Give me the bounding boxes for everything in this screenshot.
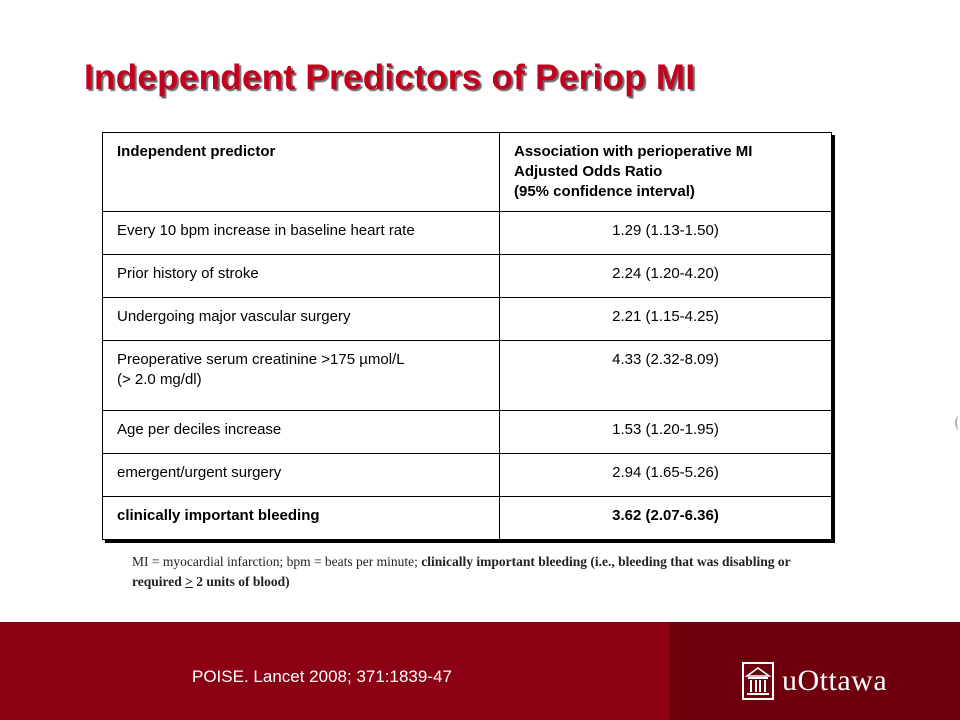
table-row: Age per deciles increase 1.53 (1.20-1.95… <box>102 410 832 454</box>
building-icon <box>742 662 774 700</box>
odds-ratio-cell: 4.33 (2.32-8.09) <box>499 340 832 411</box>
footer-bar: POISE. Lancet 2008; 371:1839-47 uOttawa <box>0 622 960 720</box>
footnote-bold-start: clinically important bleeding (i.e., ble… <box>132 554 791 589</box>
predictor-cell: clinically important bleeding <box>102 496 500 540</box>
header-predictor: Independent predictor <box>102 132 500 212</box>
predictor-cell: emergent/urgent surgery <box>102 453 500 497</box>
logo-panel: uOttawa <box>670 622 960 720</box>
citation: POISE. Lancet 2008; 371:1839-47 <box>192 667 452 686</box>
header-association-line2: Adjusted Odds Ratio <box>514 163 663 180</box>
predictors-table: Independent predictor Association with p… <box>102 132 832 540</box>
university-logo: uOttawa <box>742 660 887 702</box>
predictor-cell: Undergoing major vascular surgery <box>102 297 500 341</box>
footnote-underlined: > <box>185 574 193 589</box>
odds-ratio-cell: 1.29 (1.13-1.50) <box>499 211 832 255</box>
predictor-cell: Every 10 bpm increase in baseline heart … <box>102 211 500 255</box>
odds-ratio-cell: 3.62 (2.07-6.36) <box>499 496 832 540</box>
predictor-cell: Preoperative serum creatinine >175 µmol/… <box>102 340 500 411</box>
table-row: emergent/urgent surgery 2.94 (1.65-5.26) <box>102 453 832 497</box>
odds-ratio-cell: 2.94 (1.65-5.26) <box>499 453 832 497</box>
table-row: Every 10 bpm increase in baseline heart … <box>102 211 832 255</box>
header-association: Association with perioperative MI Adjust… <box>499 132 832 212</box>
header-association-line1: Association with perioperative MI <box>514 143 753 160</box>
predictor-cell: Prior history of stroke <box>102 254 500 298</box>
odds-ratio-cell: 2.24 (1.20-4.20) <box>499 254 832 298</box>
odds-ratio-cell: 2.21 (1.15-4.25) <box>499 297 832 341</box>
footnote-bold-end: 2 units of blood) <box>192 574 290 589</box>
header-association-line3: (95% confidence interval) <box>514 183 695 200</box>
table-row: clinically important bleeding 3.62 (2.07… <box>102 496 832 540</box>
table-row: Undergoing major vascular surgery 2.21 (… <box>102 297 832 341</box>
edge-artifact <box>955 416 960 430</box>
slide-title: Independent Predictors of Periop MI <box>84 58 696 97</box>
odds-ratio-cell: 1.53 (1.20-1.95) <box>499 410 832 454</box>
footnote-plain: MI = myocardial infarction; bpm = beats … <box>132 554 422 569</box>
table-footnote: MI = myocardial infarction; bpm = beats … <box>132 552 792 592</box>
table-row: Prior history of stroke 2.24 (1.20-4.20) <box>102 254 832 298</box>
predictor-line1: Preoperative serum creatinine >175 µmol/… <box>117 351 405 368</box>
table-header-row: Independent predictor Association with p… <box>102 132 832 212</box>
predictor-line2: (> 2.0 mg/dl) <box>117 371 202 388</box>
table-row: Preoperative serum creatinine >175 µmol/… <box>102 340 832 411</box>
logo-text: uOttawa <box>782 664 888 697</box>
predictor-cell: Age per deciles increase <box>102 410 500 454</box>
